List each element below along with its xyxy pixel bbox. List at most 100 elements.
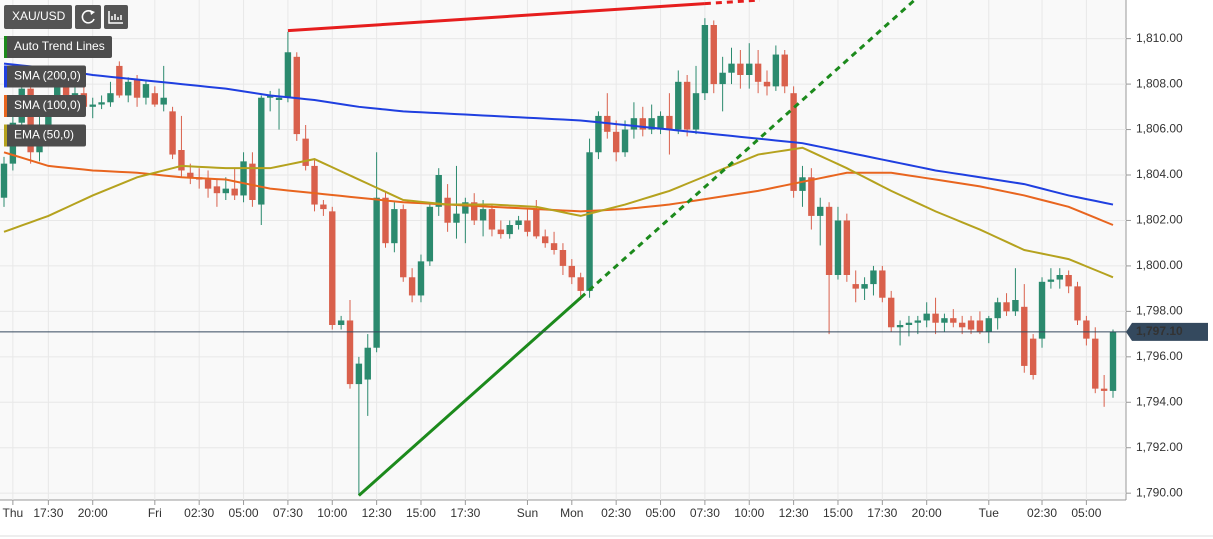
candle-body [258, 97, 265, 205]
candle-body [710, 25, 717, 85]
y-tick-label: 1,806.00 [1136, 122, 1183, 136]
candle-body [1056, 275, 1063, 280]
candle-body [541, 236, 549, 244]
refresh-icon [81, 10, 95, 24]
candle-body [479, 209, 487, 221]
symbol: XAU/USD [12, 9, 66, 23]
candle-body [967, 320, 975, 330]
candle-body [657, 115, 664, 130]
candle-body [1100, 388, 1108, 391]
legend-box[interactable] [4, 36, 112, 58]
x-tick-label: 12:30 [362, 506, 392, 520]
candle-body [754, 63, 762, 82]
candle-body [54, 84, 61, 103]
candle-body [719, 72, 726, 85]
candle-body [382, 197, 389, 244]
x-tick-label: 07:30 [690, 506, 720, 520]
candle-body [896, 325, 904, 328]
legend-box[interactable] [4, 124, 86, 147]
candle-body [648, 118, 655, 130]
candle-body [772, 54, 780, 87]
candle-body [444, 197, 451, 223]
candle-body [746, 63, 753, 75]
legend-box[interactable] [4, 95, 86, 117]
y-tick-label: 1,810.00 [1136, 31, 1183, 45]
candle-body [497, 229, 505, 235]
candle-body [302, 138, 309, 166]
candle-body [311, 165, 318, 205]
x-tick-label: 17:30 [867, 506, 897, 520]
candle-body [675, 81, 682, 130]
indicator-line [3, 151, 1114, 226]
candle-body [683, 81, 691, 130]
refresh-arrow [90, 10, 95, 15]
candle-body [204, 179, 212, 189]
candle-body [0, 163, 8, 198]
candle-body [346, 320, 354, 385]
candle-body [533, 209, 540, 237]
candle-body [275, 97, 283, 100]
trend-line [357, 296, 582, 497]
refresh-button[interactable] [75, 5, 101, 29]
x-tick-label: Tue [979, 506, 1000, 520]
symbol-box[interactable] [4, 5, 72, 29]
candle-body [27, 88, 34, 153]
candle-body [852, 284, 859, 289]
x-tick-label: 05:00 [229, 506, 259, 520]
candle-body [284, 52, 292, 98]
candle-body [994, 302, 1001, 319]
candle-body [577, 277, 584, 291]
indicator-line [3, 146, 1114, 279]
candle-body [1038, 281, 1046, 339]
candle-body [586, 152, 593, 291]
x-tick-label: Thu [3, 506, 24, 520]
x-tick-label: 17:30 [33, 506, 63, 520]
candle-body [1092, 338, 1099, 389]
candle-body [728, 63, 735, 73]
x-tick-label: 05:00 [646, 506, 676, 520]
candle-body [763, 81, 771, 87]
candle-body [125, 81, 132, 96]
legend-box[interactable] [4, 65, 86, 88]
candle-body [621, 129, 629, 153]
x-tick-label: 15:00 [823, 506, 853, 520]
marks [0, 0, 1126, 497]
candle-body [151, 93, 159, 105]
candle-body [1065, 275, 1072, 287]
candle-body [568, 265, 576, 278]
candle-body [133, 79, 141, 98]
settings-icon [108, 11, 123, 24]
candle-body [825, 206, 833, 275]
candle-body [1012, 300, 1019, 312]
candle-body [808, 177, 815, 216]
legend: XAU/USD Auto Trend Lines SMA (200,0) SMA (… [4, 5, 128, 147]
candle-body [701, 25, 709, 94]
legend-label: SMA (100,0) [14, 98, 81, 112]
candle-body [692, 93, 700, 130]
y-tick-label: 1,796.00 [1136, 349, 1183, 363]
candle-body [550, 243, 558, 250]
candle-body [932, 313, 939, 323]
y-tick-label: 1,792.00 [1136, 440, 1183, 454]
candle-body [941, 318, 948, 323]
candle-body [879, 270, 886, 298]
y-tick-label: 1,794.00 [1136, 394, 1183, 408]
x-tick-label: Fri [148, 506, 162, 520]
settings-button[interactable] [104, 5, 128, 29]
candle-body [861, 284, 868, 289]
candle-body [612, 131, 620, 153]
candle-body [107, 93, 114, 103]
candle-body [905, 322, 913, 325]
candle-body [169, 111, 176, 155]
trend-line-extension [704, 0, 760, 6]
y-tick-label: 1,802.00 [1136, 213, 1183, 227]
y-tick-label: 1,798.00 [1136, 304, 1183, 318]
x-tick-label: Mon [560, 506, 583, 520]
x-tick-label: 07:30 [273, 506, 303, 520]
candle-body [160, 97, 167, 105]
candle-body [435, 175, 442, 207]
candle-body [400, 209, 407, 278]
candle-body [426, 206, 434, 262]
trend-line-extension [579, 0, 916, 299]
